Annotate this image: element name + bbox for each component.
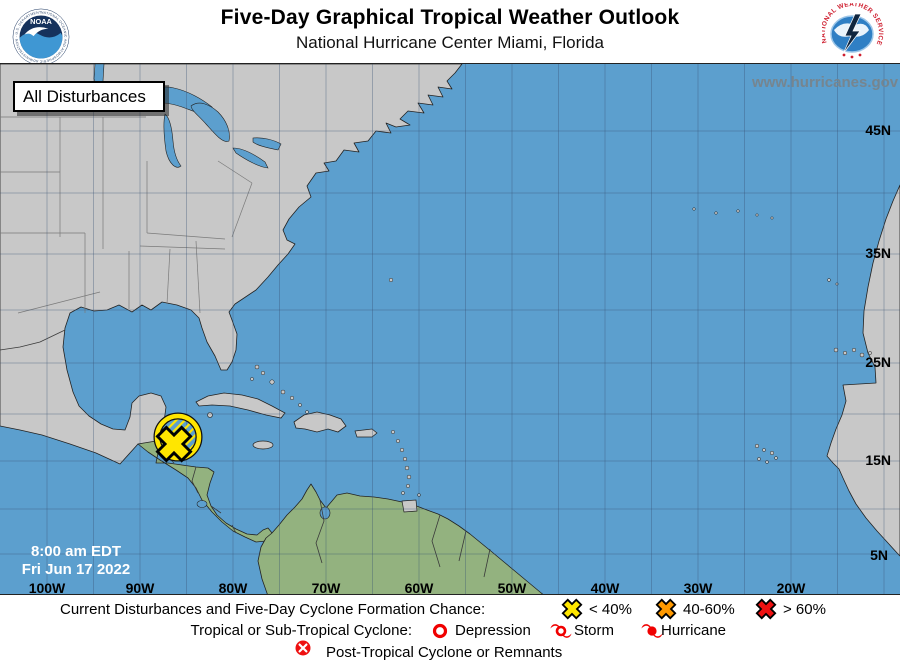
lon-label-90w: 90W — [125, 580, 155, 595]
lat-label-35n: 35N — [865, 245, 891, 261]
legend-low-label: < 40% — [589, 601, 632, 618]
disturbance-x-marker[interactable] — [150, 420, 198, 468]
jamaica-island — [252, 440, 274, 450]
legend-row2-label: Tropical or Sub-Tropical Cyclone: — [190, 622, 412, 639]
noaa-logo: NATIONAL OCEANIC AND ATMOSPHERIC ADMINIS… — [8, 4, 70, 66]
lesser-antilles-islands — [391, 430, 421, 513]
hurricane-icon — [641, 624, 663, 638]
post-tropical-icon — [295, 640, 311, 656]
header: Five-Day Graphical Tropical Weather Outl… — [0, 0, 900, 66]
atlantic-islands — [388, 207, 872, 464]
timestamp-date: Fri Jun 17 2022 — [21, 561, 131, 578]
page-subtitle: National Hurricane Center Miami, Florida — [295, 33, 604, 52]
puerto-rico-island — [354, 428, 378, 438]
x-red-icon — [755, 598, 777, 620]
state-borders — [0, 116, 253, 314]
legend: Current Disturbances and Five-Day Cyclon… — [0, 595, 900, 665]
x-orange-icon — [655, 598, 677, 620]
africa-landmass — [826, 184, 900, 557]
legend-high-label: > 60% — [783, 601, 826, 618]
lon-label-100w: 100W — [28, 580, 66, 595]
graticule — [0, 64, 900, 594]
disturbance-area-low[interactable] — [150, 412, 203, 468]
legend-storm-label: Storm — [574, 622, 615, 639]
lat-label-25n: 25N — [865, 354, 891, 370]
cuba-island — [195, 392, 286, 419]
lat-label-15n: 15N — [865, 452, 891, 468]
lat-label-5n: 5N — [870, 547, 888, 563]
country-borders — [0, 329, 491, 578]
lon-label-70w: 70W — [311, 580, 341, 595]
lon-label-80w: 80W — [218, 580, 248, 595]
watermark: www.hurricanes.gov — [752, 74, 899, 91]
lat-label-45n: 45N — [865, 122, 891, 138]
lightning-icon — [842, 13, 862, 55]
noaa-gull-icon — [24, 27, 49, 37]
lon-label-20w: 20W — [776, 580, 806, 595]
lon-label-30w: 30W — [683, 580, 713, 595]
issuance-timestamp: 8:00 am EDT Fri Jun 17 2022 — [12, 543, 140, 579]
great-lakes — [93, 64, 331, 520]
hispaniola-island — [293, 411, 347, 433]
map-canvas[interactable]: All Disturbances www.hurricanes.gov 45N … — [0, 63, 900, 595]
lon-label-40w: 40W — [590, 580, 620, 595]
page-title: Five-Day Graphical Tropical Weather Outl… — [220, 6, 680, 29]
north-america-landmass — [0, 64, 463, 465]
legend-hurricane-label: Hurricane — [661, 622, 727, 639]
basemap — [0, 64, 900, 594]
storm-icon — [550, 624, 572, 638]
noaa-logo-text: NOAA — [30, 17, 52, 26]
central-america-landmass — [137, 436, 273, 543]
legend-post-tropical-label: Post-Tropical Cyclone or Remnants — [326, 644, 563, 661]
lon-label-50w: 50W — [497, 580, 527, 595]
bahamas-islands — [250, 364, 309, 414]
legend-medium-label: 40-60% — [683, 601, 735, 618]
x-yellow-icon — [561, 598, 583, 620]
legend-depression-label: Depression — [455, 622, 531, 639]
legend-row1-label: Current Disturbances and Five-Day Cyclon… — [60, 601, 486, 618]
depression-icon — [432, 623, 448, 639]
nws-logo: NATIONAL WEATHER SERVICE — [822, 3, 884, 63]
mode-selector[interactable]: All Disturbances — [13, 81, 165, 112]
timestamp-time: 8:00 am EDT — [30, 543, 122, 560]
lon-label-60w: 60W — [404, 580, 434, 595]
